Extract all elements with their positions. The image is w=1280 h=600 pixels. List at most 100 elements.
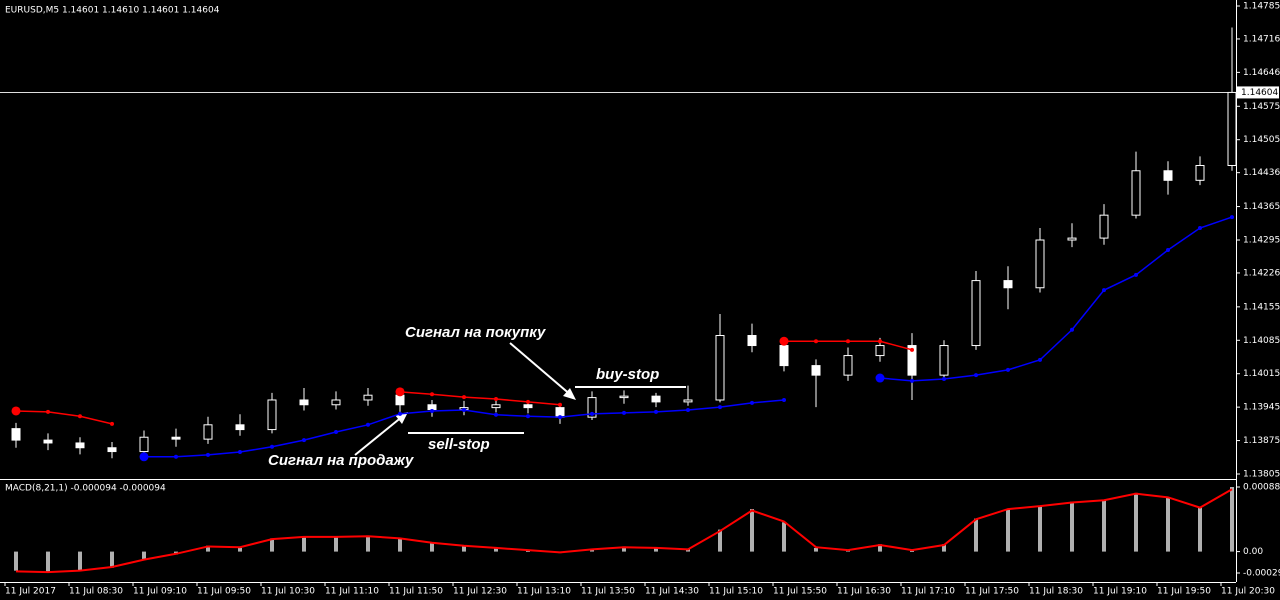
macd-bar — [782, 522, 786, 552]
stop-dot — [430, 392, 434, 397]
macd-bar — [878, 544, 882, 552]
stop-dot — [110, 421, 114, 426]
candle-body — [715, 335, 725, 401]
stop-dot — [558, 415, 562, 420]
stop-dot — [1198, 226, 1202, 231]
candle-body — [1035, 239, 1045, 289]
y-tick-label: 0.00 — [1243, 547, 1263, 557]
stop-dot — [494, 412, 498, 417]
macd-bar — [462, 545, 466, 552]
candle-body — [651, 395, 661, 403]
candle-body — [203, 424, 213, 440]
candle-body — [299, 399, 309, 406]
x-tick-label: 11 Jul 15:10 — [709, 587, 763, 597]
macd-bar — [526, 550, 530, 552]
stop-dot — [910, 347, 914, 352]
y-tick-label: 1.14716 — [1243, 34, 1280, 44]
macd-bar — [686, 549, 690, 552]
macd-title: MACD(8,21,1) -0.000094 -0.000094 — [5, 484, 166, 494]
stop-dot — [846, 339, 850, 344]
candle-body — [139, 436, 149, 453]
macd-bar — [942, 544, 946, 552]
macd-bar — [494, 548, 498, 552]
current-price-label: 1.14604 — [1241, 88, 1278, 98]
stop-dot — [334, 429, 338, 434]
stop-dot — [1006, 367, 1010, 372]
x-tick-label: 11 Jul 17:10 — [901, 587, 955, 597]
arrow — [354, 415, 404, 456]
y-tick-label: 1.13805 — [1243, 470, 1280, 480]
macd-bar — [1070, 501, 1074, 552]
macd-bar — [302, 536, 306, 552]
x-tick-label: 11 Jul 09:10 — [133, 587, 187, 597]
candle-body — [683, 399, 693, 403]
candle-body — [331, 399, 341, 406]
macd-bar — [14, 551, 18, 571]
y-tick-label: 1.14646 — [1243, 68, 1280, 78]
x-tick-label: 11 Jul 14:30 — [645, 587, 699, 597]
x-tick-label: 11 Jul 17:50 — [965, 587, 1019, 597]
stop-dot — [1038, 357, 1042, 362]
macd-bar — [1134, 492, 1138, 552]
y-tick-label: 1.13875 — [1243, 436, 1280, 446]
candle-body — [1227, 91, 1237, 167]
x-tick-label: 11 Jul 20:30 — [1221, 587, 1275, 597]
stop-dot — [782, 397, 786, 402]
y-tick-label: 1.13945 — [1243, 403, 1280, 413]
candle-body — [747, 335, 757, 347]
candle-body — [171, 436, 181, 440]
stop-dot — [11, 406, 21, 416]
macd-bar — [238, 547, 242, 552]
arrow — [509, 342, 573, 397]
macd-bar — [398, 538, 402, 552]
macd-bar — [1006, 509, 1010, 552]
x-tick-label: 11 Jul 15:50 — [773, 587, 827, 597]
stop-dot — [206, 452, 210, 457]
stop-dot — [878, 339, 882, 344]
annotation: Сигнал на продажу — [268, 452, 414, 469]
candle-body — [779, 345, 789, 367]
stop-dot — [1166, 248, 1170, 253]
macd-bar — [270, 538, 274, 552]
macd-bar — [622, 546, 626, 552]
chart-title: EURUSD,M5 1.14601 1.14610 1.14601 1.1460… — [5, 6, 220, 16]
macd-bar — [334, 536, 338, 552]
macd-bar — [1198, 507, 1202, 552]
stop-dot — [875, 373, 885, 383]
macd-bar — [110, 551, 114, 568]
y-tick-label: 1.14436 — [1243, 168, 1280, 178]
candle-body — [267, 399, 277, 431]
candle-body — [1195, 165, 1205, 181]
macd-bar — [1166, 497, 1170, 552]
stop-dot — [814, 339, 818, 344]
y-tick-label: 1.14365 — [1243, 202, 1280, 212]
stop-dot — [1070, 327, 1074, 332]
candle-body — [363, 394, 373, 401]
stop-dot — [430, 408, 434, 413]
stop-dot — [270, 444, 274, 449]
stop-dot — [494, 397, 498, 402]
candle-body — [971, 280, 981, 347]
stop-dot — [686, 408, 690, 413]
y-tick-label: -0.000292 — [1243, 569, 1280, 579]
x-tick-label: 11 Jul 08:30 — [69, 587, 123, 597]
stop-dot — [654, 409, 658, 414]
current-price-box — [1237, 86, 1279, 99]
macd-bar — [1102, 500, 1106, 552]
stop-dot — [174, 454, 178, 459]
candle-body — [843, 355, 853, 376]
x-tick-label: 11 Jul 2017 — [5, 587, 56, 597]
candle-body — [811, 365, 821, 376]
x-tick-label: 11 Jul 13:10 — [517, 587, 571, 597]
candle-body — [1163, 170, 1173, 181]
stop-dot — [46, 409, 50, 414]
macd-bar — [430, 542, 434, 552]
stop-dot — [779, 336, 789, 346]
stop-dot — [462, 395, 466, 400]
candle-body — [907, 345, 917, 376]
x-tick-label: 11 Jul 09:50 — [197, 587, 251, 597]
macd-bar — [1038, 506, 1042, 552]
x-tick-label: 11 Jul 19:10 — [1093, 587, 1147, 597]
